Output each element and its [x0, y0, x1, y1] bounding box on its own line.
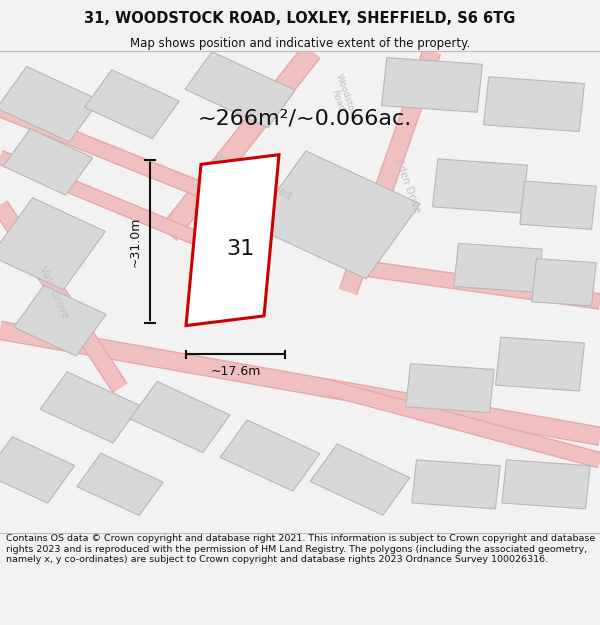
- Polygon shape: [0, 66, 100, 142]
- Text: 31: 31: [226, 239, 254, 259]
- Text: Woodstock
Road: Woodstock Road: [325, 73, 359, 126]
- Text: Map shows position and indicative extent of the property.: Map shows position and indicative extent…: [130, 37, 470, 50]
- Text: Contains OS data © Crown copyright and database right 2021. This information is : Contains OS data © Crown copyright and d…: [6, 534, 595, 564]
- Polygon shape: [0, 437, 74, 503]
- Polygon shape: [502, 460, 590, 509]
- Polygon shape: [186, 155, 279, 326]
- Text: ~266m²/~0.066ac.: ~266m²/~0.066ac.: [198, 109, 412, 129]
- Text: 31, WOODSTOCK ROAD, LOXLEY, SHEFFIELD, S6 6TG: 31, WOODSTOCK ROAD, LOXLEY, SHEFFIELD, S…: [85, 11, 515, 26]
- Polygon shape: [130, 381, 230, 452]
- Polygon shape: [412, 460, 500, 509]
- Polygon shape: [0, 198, 106, 290]
- Text: Woodstock Road: Woodstock Road: [212, 152, 292, 201]
- Polygon shape: [4, 129, 92, 195]
- Polygon shape: [220, 420, 320, 491]
- Polygon shape: [532, 259, 596, 306]
- Text: Vale Grove: Vale Grove: [38, 264, 70, 319]
- Polygon shape: [77, 453, 163, 516]
- Polygon shape: [185, 52, 295, 127]
- Text: ~31.0m: ~31.0m: [128, 216, 142, 266]
- Polygon shape: [484, 77, 584, 131]
- Polygon shape: [252, 151, 420, 279]
- Polygon shape: [382, 58, 482, 112]
- Polygon shape: [496, 337, 584, 391]
- Polygon shape: [14, 286, 106, 356]
- Polygon shape: [433, 159, 527, 213]
- Polygon shape: [520, 181, 596, 229]
- Polygon shape: [40, 372, 140, 443]
- Polygon shape: [406, 364, 494, 413]
- Text: ~17.6m: ~17.6m: [211, 365, 260, 378]
- Polygon shape: [85, 70, 179, 139]
- Text: Eden Drive: Eden Drive: [394, 158, 422, 214]
- Polygon shape: [454, 243, 542, 292]
- Polygon shape: [310, 444, 410, 515]
